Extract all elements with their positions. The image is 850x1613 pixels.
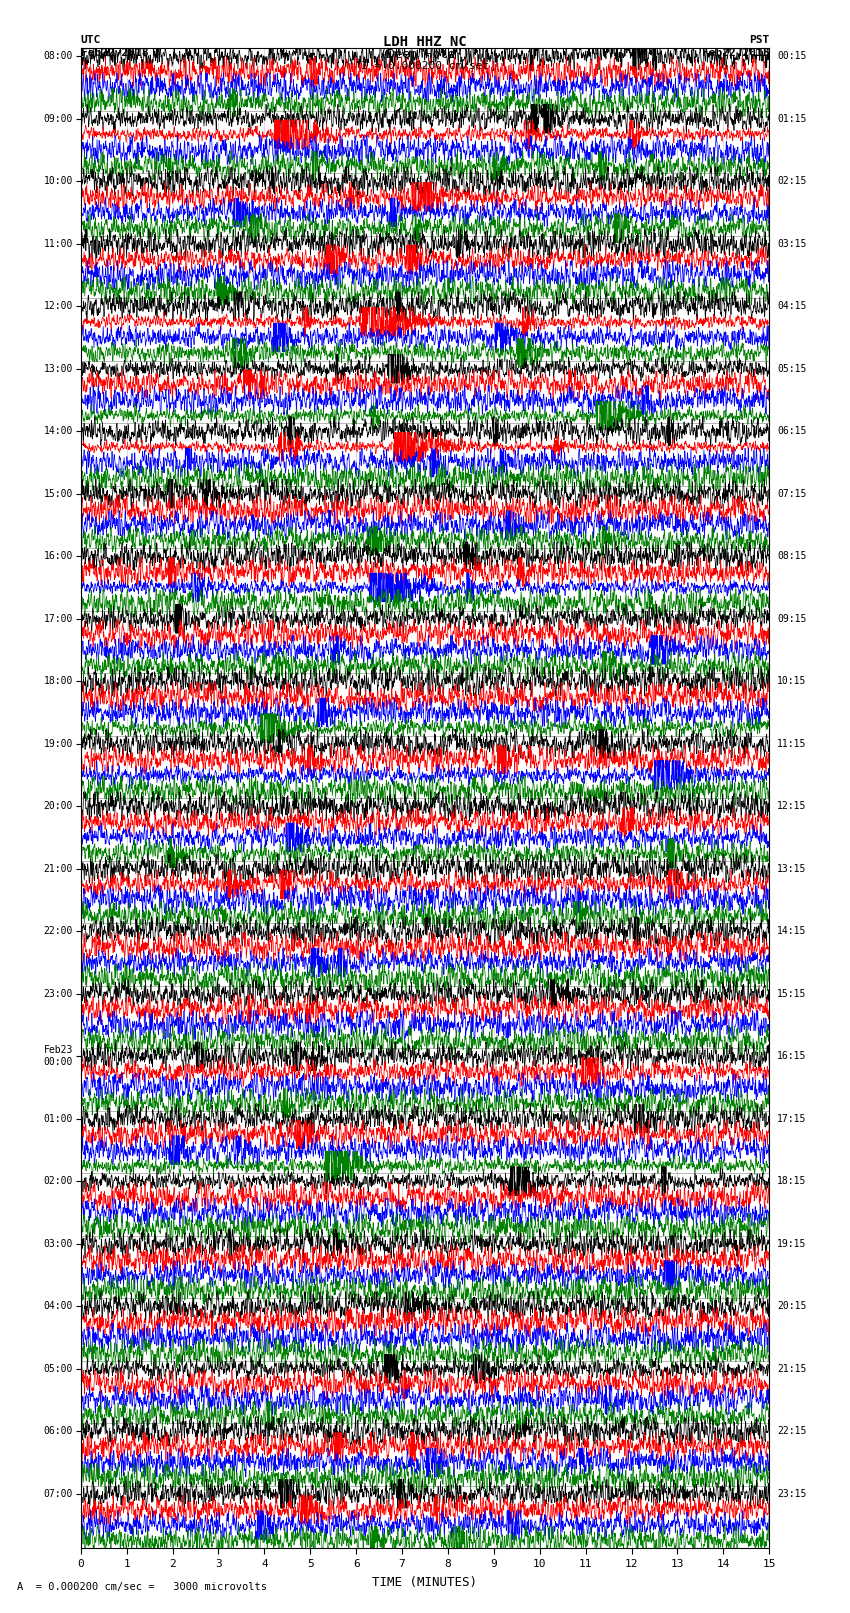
Text: I = 0.000200 cm/sec: I = 0.000200 cm/sec [361,61,489,71]
Text: PST: PST [749,35,769,45]
Text: LDH HHZ NC: LDH HHZ NC [383,35,467,50]
Text: (Deep Hole ): (Deep Hole ) [380,48,470,61]
Text: Feb22,2018: Feb22,2018 [81,48,148,58]
Text: UTC: UTC [81,35,101,45]
X-axis label: TIME (MINUTES): TIME (MINUTES) [372,1576,478,1589]
Text: Feb22,2018: Feb22,2018 [702,48,769,58]
Text: A  = 0.000200 cm/sec =   3000 microvolts: A = 0.000200 cm/sec = 3000 microvolts [17,1582,267,1592]
